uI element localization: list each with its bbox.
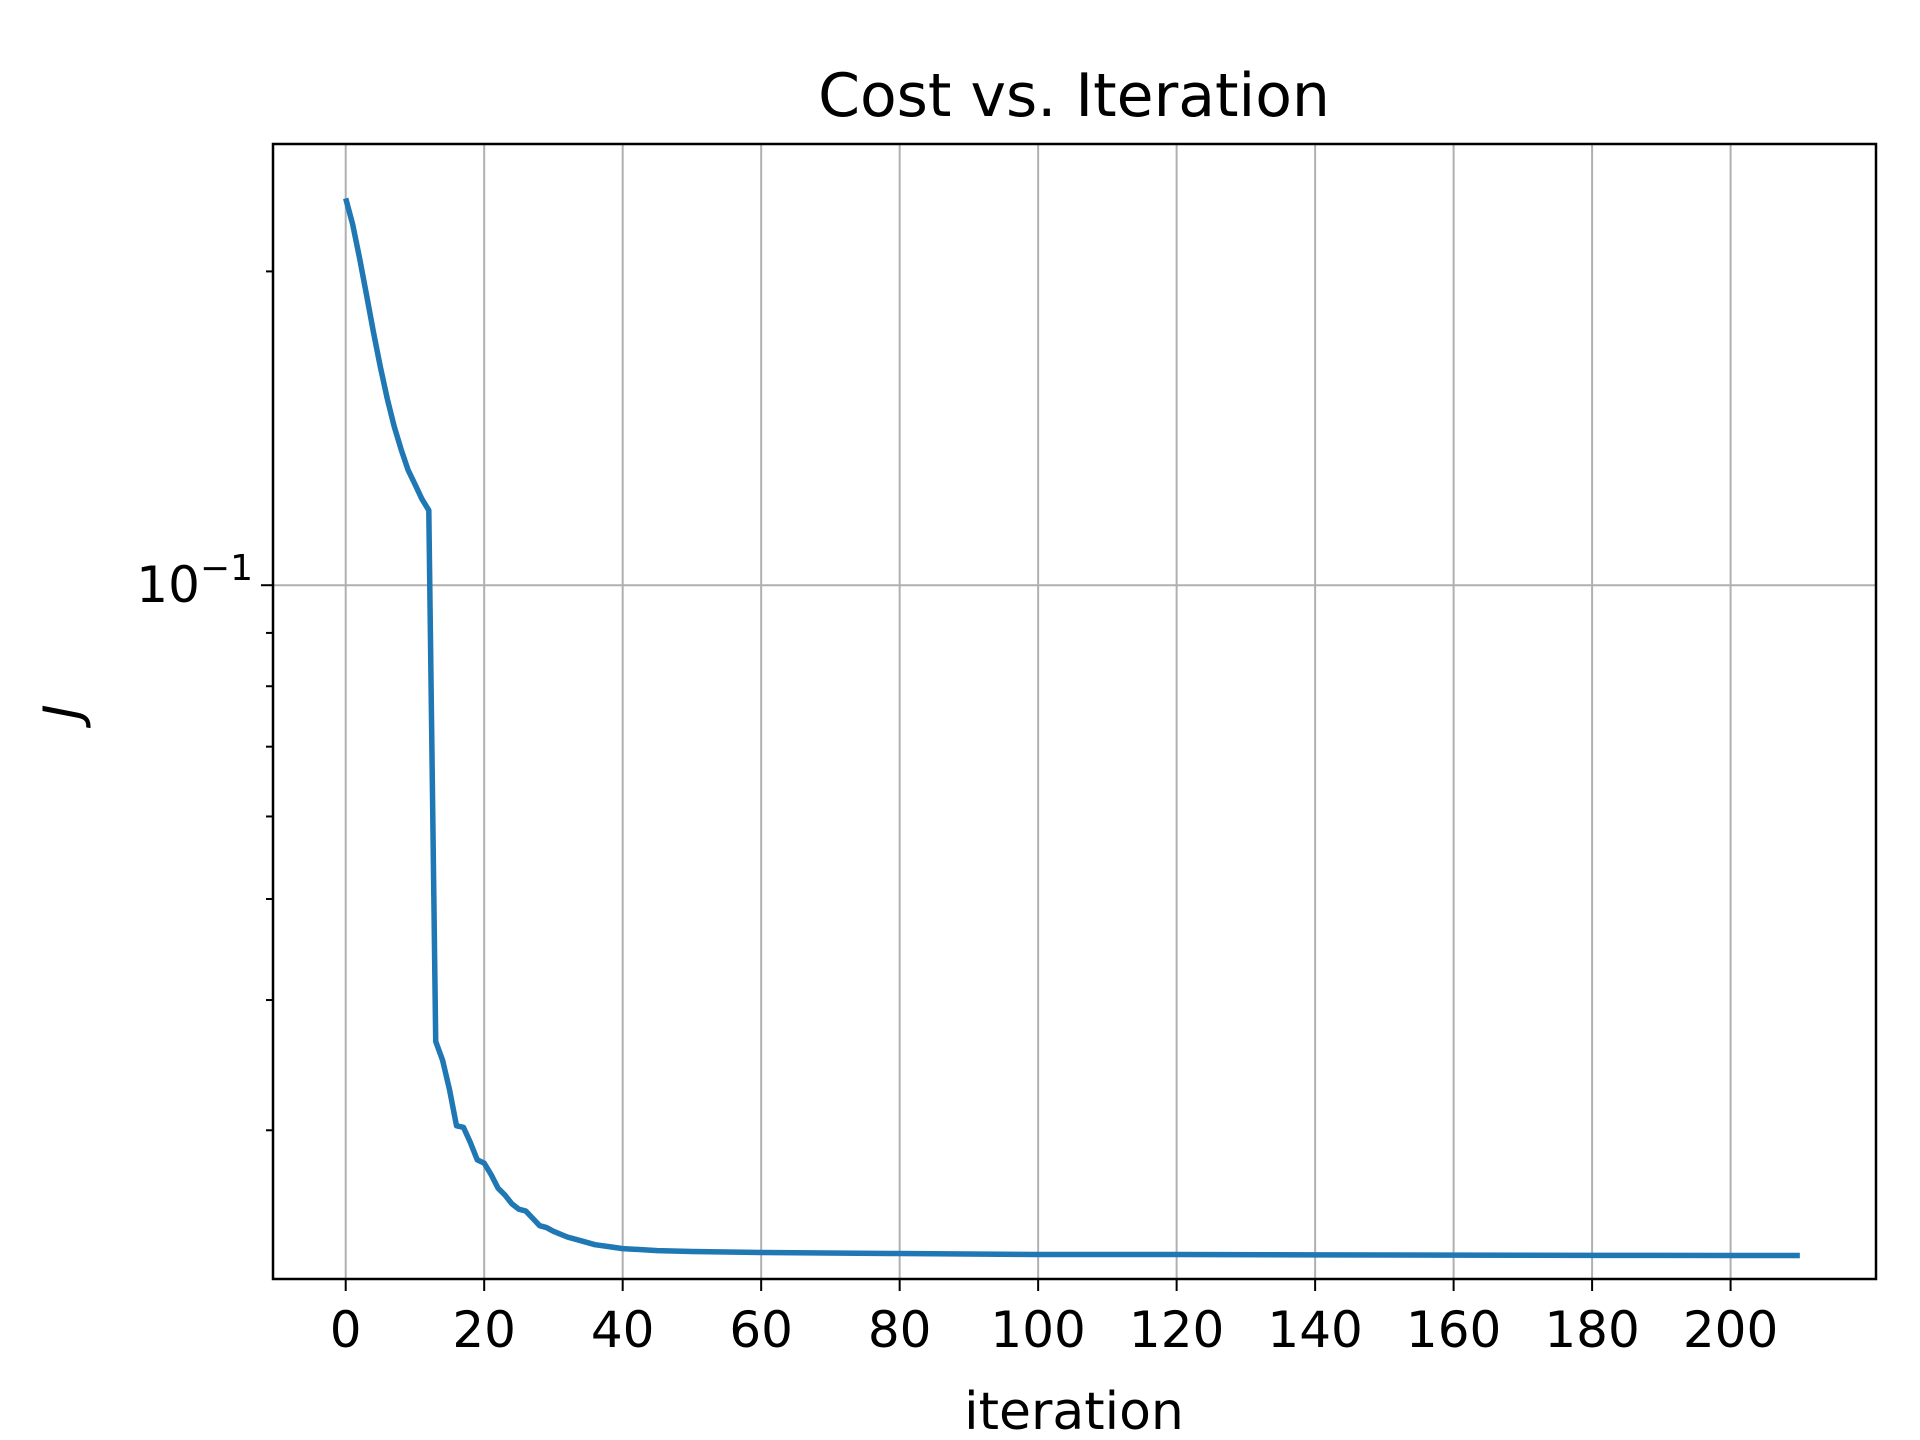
x-tick-label: 160 <box>1406 1301 1501 1359</box>
plot-frame <box>271 142 1878 1281</box>
series-line <box>343 197 1800 1259</box>
grid-layer <box>273 144 1876 1279</box>
y-axis-label: J <box>33 704 93 728</box>
chart-title: Cost vs. Iteration <box>818 61 1330 131</box>
x-tick-label: 80 <box>868 1301 932 1359</box>
series-layer <box>343 197 1800 1259</box>
y-tick-label: 10−1 <box>136 548 253 614</box>
x-tick-label: 40 <box>591 1301 655 1359</box>
x-tick-label: 60 <box>729 1301 793 1359</box>
x-tick-label: 0 <box>330 1301 362 1359</box>
x-tick-label: 20 <box>452 1301 516 1359</box>
x-axis-label: iteration <box>964 1382 1184 1440</box>
x-tick-label: 100 <box>990 1301 1085 1359</box>
x-tick-label: 180 <box>1544 1301 1639 1359</box>
x-tick-label: 200 <box>1683 1301 1778 1359</box>
tick-layer: 0 20 40 60 80 100 120 140 160 180 200 10−1 <box>136 270 1778 1359</box>
x-tick-label: 120 <box>1129 1301 1224 1359</box>
x-tick-label: 140 <box>1267 1301 1362 1359</box>
